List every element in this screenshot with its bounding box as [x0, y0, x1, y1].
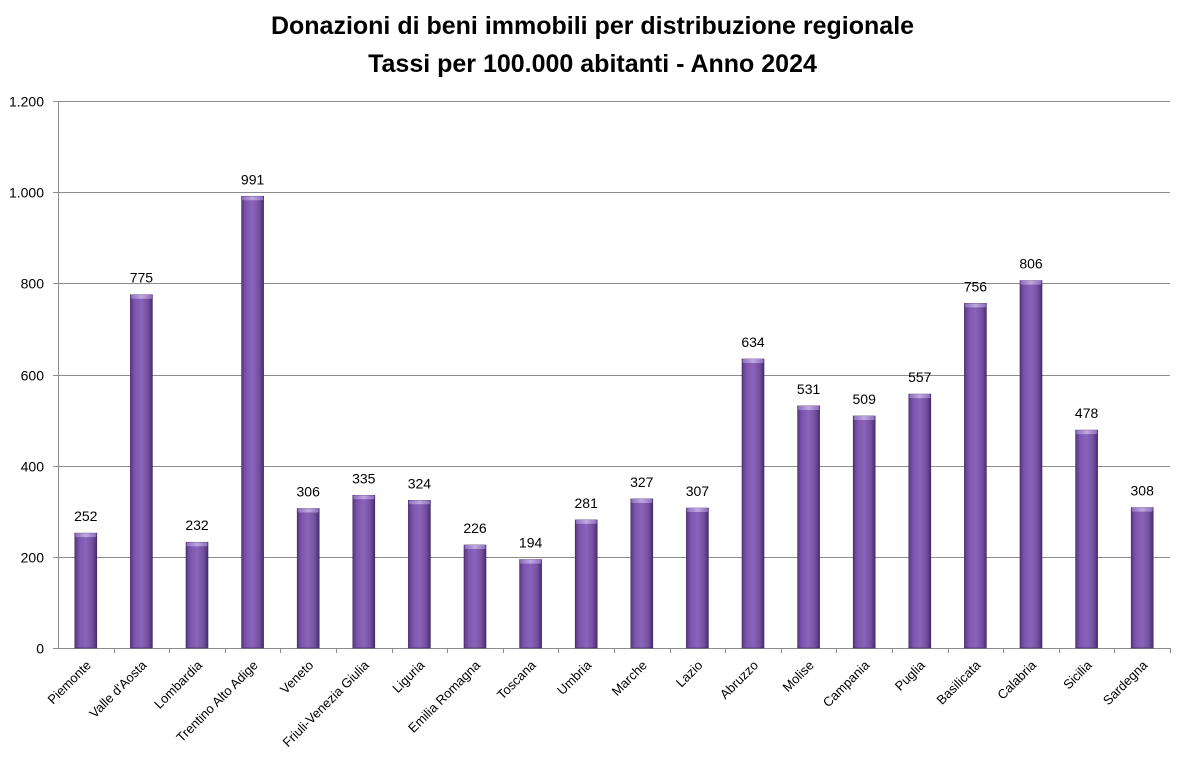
bar-highlight [909, 394, 931, 399]
bar [185, 541, 209, 649]
bar-highlight [520, 559, 542, 564]
x-tick-label: Piemonte [44, 658, 93, 707]
data-label: 327 [630, 474, 654, 490]
x-tick-label: Lazio [673, 658, 706, 691]
data-label: 557 [908, 369, 932, 385]
bar [408, 500, 431, 649]
data-label: 232 [185, 517, 209, 533]
y-tick-label: 1.200 [9, 94, 44, 110]
data-label: 335 [352, 470, 376, 486]
bar-highlight [130, 294, 152, 299]
bar [130, 294, 153, 649]
chart-title: Donazioni di beni immobili per distribuz… [270, 12, 915, 40]
x-tick-label: Calabria [994, 657, 1039, 702]
y-tick-label: 0 [36, 641, 44, 657]
bar-highlight [686, 508, 708, 513]
y-tick-label: 800 [21, 276, 45, 292]
x-tick-label: Sardegna [1100, 657, 1151, 708]
data-label: 509 [853, 391, 877, 407]
data-label: 756 [964, 278, 988, 294]
data-label: 478 [1075, 405, 1099, 421]
data-label: 281 [575, 495, 599, 511]
bar-highlight [853, 415, 875, 420]
bar [686, 507, 709, 649]
bar-highlight [242, 196, 264, 201]
bar-highlight [408, 500, 430, 505]
x-tick-label: Campania [820, 657, 873, 710]
bar [74, 532, 98, 649]
y-tick-label: 200 [21, 550, 45, 566]
bar [1019, 280, 1043, 649]
bar-highlight [575, 519, 597, 524]
x-tick-label: Abruzzo [717, 658, 761, 702]
data-label: 306 [297, 484, 321, 500]
bar-highlight [964, 303, 986, 308]
y-tick-label: 600 [21, 368, 45, 384]
bar [908, 393, 932, 649]
data-label: 308 [1131, 483, 1155, 499]
bar-highlight [1076, 430, 1098, 435]
data-label: 991 [241, 171, 265, 187]
data-label: 634 [741, 334, 765, 350]
data-label: 806 [1019, 256, 1043, 272]
bar-highlight [631, 498, 653, 503]
data-label: 226 [463, 520, 487, 536]
bar-highlight [798, 405, 820, 410]
bar [519, 559, 542, 649]
x-tick-label: Sicilia [1060, 657, 1095, 692]
data-label: 775 [130, 270, 154, 286]
x-tick-label: Umbria [554, 657, 595, 698]
data-label: 531 [797, 381, 821, 397]
y-tick-label: 400 [21, 459, 45, 475]
bar [352, 494, 376, 649]
x-tick-label: Puglia [892, 657, 929, 694]
bar [296, 508, 320, 649]
data-label: 252 [74, 508, 98, 524]
data-label: 194 [519, 535, 543, 551]
bar-highlight [186, 542, 208, 547]
bar-highlight [75, 533, 97, 538]
bar-highlight [464, 544, 486, 549]
x-tick-label: Veneto [277, 658, 316, 697]
x-tick-label: Toscana [494, 657, 539, 702]
y-tick-label: 1.000 [9, 185, 44, 201]
bar [1130, 507, 1154, 649]
bar [241, 195, 264, 649]
bar-highlight [1020, 280, 1042, 285]
bar-highlight [297, 508, 319, 513]
bar-highlight [1131, 507, 1153, 512]
bar [574, 519, 598, 649]
x-tick-label: Basilicata [934, 657, 984, 707]
bar-highlight [742, 359, 764, 364]
x-tick-label: Marche [609, 658, 650, 699]
bar [964, 303, 987, 649]
data-label: 324 [408, 475, 432, 491]
x-tick-label: Valle d'Aosta [86, 657, 150, 721]
bar-highlight [353, 495, 375, 500]
bar [797, 405, 820, 649]
bar [741, 358, 765, 649]
x-tick-label: Liguria [389, 657, 428, 696]
chart-subtitle: Tassi per 100.000 abitanti - Anno 2024 [368, 50, 817, 78]
bar [463, 544, 487, 649]
x-tick-label: Molise [780, 658, 817, 695]
data-label: 307 [686, 483, 710, 499]
bar [630, 498, 654, 649]
x-tick-label: Lombardia [151, 657, 206, 712]
bar [852, 415, 876, 649]
bar [1075, 429, 1098, 649]
